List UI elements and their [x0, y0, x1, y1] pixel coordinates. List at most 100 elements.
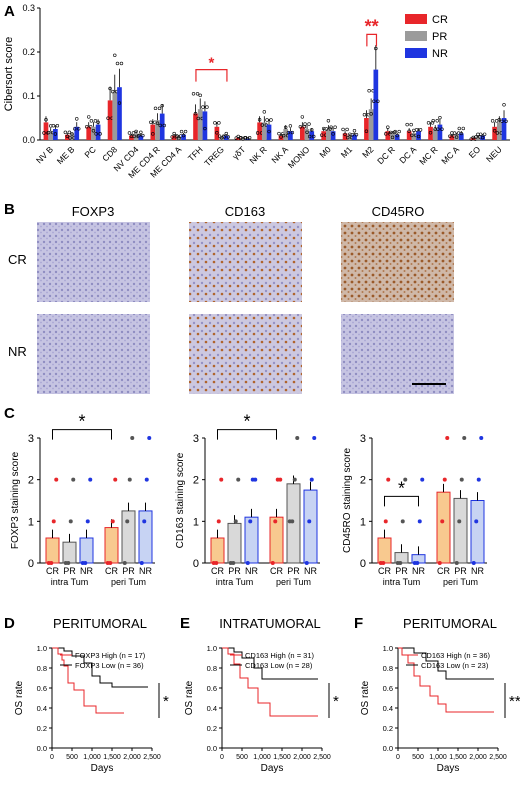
data-point	[495, 131, 500, 135]
data-point	[265, 118, 269, 122]
bar-nr	[416, 131, 421, 140]
data-point	[257, 118, 262, 122]
km-ytick-label: 0.2	[383, 724, 393, 733]
km-curve-low	[398, 647, 494, 680]
km-xtick-label: 2,000	[123, 754, 141, 761]
km-legend-high-label: CD163 High (n = 36)	[421, 651, 490, 660]
data-point	[142, 519, 147, 524]
bar-cr	[406, 131, 412, 140]
panel-c-bar-label: PR	[395, 566, 408, 576]
data-point	[125, 519, 130, 524]
data-point	[127, 477, 132, 482]
panel-a-xtick-label: NV B	[34, 144, 55, 165]
km-curve-high	[52, 647, 124, 714]
data-point	[88, 477, 93, 482]
panel-c-bar-label: PR	[287, 566, 300, 576]
ihc-col-cd163: CD163	[225, 204, 265, 219]
data-point	[130, 436, 135, 440]
panel-c-ytick-label: 1	[360, 516, 366, 528]
panel-a-letter: A	[4, 3, 15, 20]
data-point	[345, 127, 349, 132]
data-point	[504, 119, 508, 124]
data-point	[46, 130, 51, 135]
data-point	[395, 133, 399, 138]
bar-pr	[155, 120, 160, 140]
data-point	[141, 133, 145, 138]
data-point	[350, 133, 355, 137]
data-point	[233, 519, 238, 524]
panel-c-bar-label: PR	[228, 566, 241, 576]
data-point	[71, 477, 76, 482]
data-point	[83, 561, 88, 565]
data-point	[205, 105, 209, 109]
significance-marker: **	[365, 16, 379, 36]
bar-nr	[74, 126, 80, 140]
legend-nr-swatch	[405, 48, 427, 58]
data-point	[303, 122, 307, 126]
data-point	[236, 134, 240, 139]
data-point	[392, 130, 397, 135]
bar-cr	[257, 122, 262, 140]
data-point	[409, 122, 413, 127]
km-xtick-label: 1,000	[429, 754, 447, 761]
data-point	[279, 135, 283, 139]
data-point	[127, 131, 132, 135]
data-point	[273, 519, 278, 524]
bar-pr	[454, 134, 459, 140]
panel-c-group-label: intra Tum	[216, 577, 254, 587]
panel-a-xtick-label: M1	[339, 144, 355, 160]
data-point	[68, 136, 72, 140]
bar-cr	[214, 126, 220, 140]
bar-nr	[138, 135, 144, 140]
data-point	[89, 119, 94, 123]
bar-nr	[352, 134, 357, 140]
data-point	[77, 127, 81, 131]
bar-nr	[458, 133, 464, 140]
data-point	[231, 561, 236, 565]
data-point	[405, 122, 409, 127]
bar-nr	[117, 87, 122, 140]
data-point	[255, 131, 260, 135]
data-point	[201, 105, 205, 109]
bar-cr	[86, 126, 92, 140]
data-point	[341, 127, 345, 132]
panel-c-bar-label: CR	[211, 566, 224, 576]
data-point	[269, 118, 273, 122]
panel-a-xtick-label: EO	[467, 144, 483, 160]
data-point	[132, 134, 136, 139]
km-xtick-label: 2,500	[313, 754, 331, 761]
data-point	[309, 477, 314, 482]
panel-a-legend: CR PR NR	[405, 14, 448, 60]
data-point	[153, 106, 158, 111]
bar-nr	[394, 134, 400, 140]
staining-bar	[470, 500, 485, 564]
bar-pr	[48, 131, 54, 140]
data-point	[445, 436, 450, 440]
data-point	[222, 135, 226, 139]
km-legend-high-label: CD163 High (n = 31)	[245, 651, 314, 660]
panel-c-bar-label: NR	[412, 566, 425, 576]
data-point	[87, 115, 91, 119]
significance-bracket	[52, 429, 112, 440]
data-point	[312, 134, 316, 139]
staining-bar	[227, 522, 242, 564]
panel-c-bar-label: PR	[122, 566, 135, 576]
panel-a-xtick-label: MC A	[439, 144, 461, 166]
data-point	[452, 131, 457, 135]
staining-bar	[453, 497, 468, 564]
staining-bar	[121, 510, 136, 564]
data-point	[369, 112, 373, 116]
panel-d-letter: D	[4, 615, 15, 632]
km-xtick-label: 500	[236, 754, 248, 761]
significance-marker: *	[398, 478, 405, 498]
data-point	[438, 115, 442, 120]
data-point	[372, 99, 376, 103]
bar-pr	[411, 133, 417, 140]
bar-pr	[304, 129, 310, 140]
significance-marker: *	[243, 412, 250, 432]
data-point	[51, 123, 56, 128]
panel-a-xtick-label: ME B	[55, 144, 77, 166]
panel-a-xtick-label: NK R	[247, 144, 268, 165]
data-point	[63, 130, 68, 135]
